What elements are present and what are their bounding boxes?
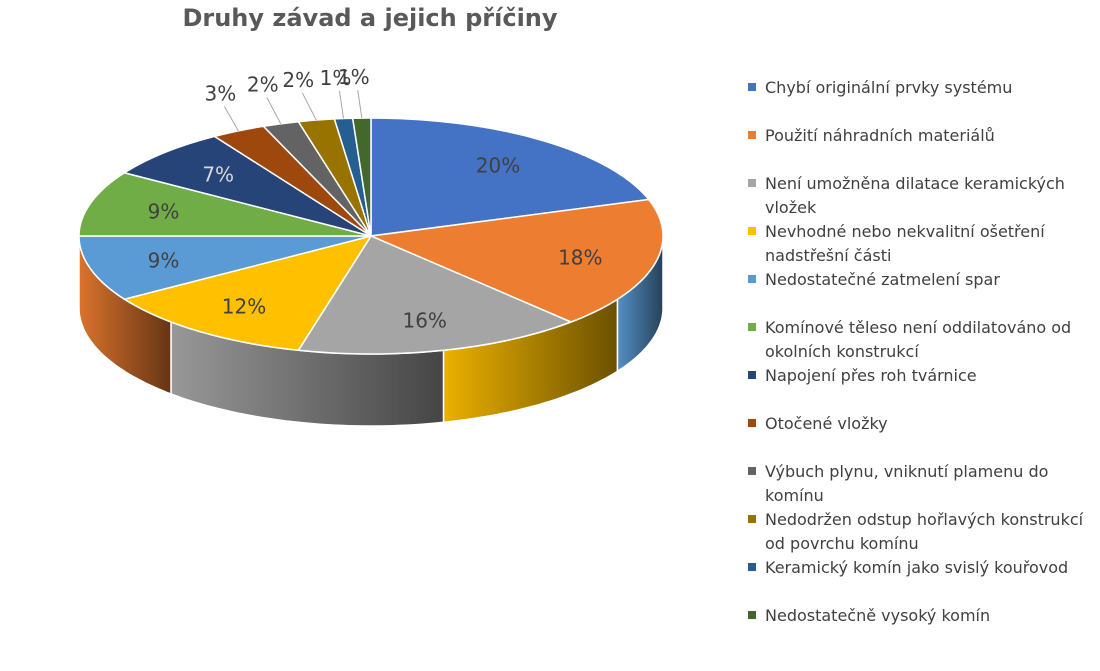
legend-swatch: [748, 131, 756, 139]
pie-top-faces: [78, 117, 664, 355]
pie-slice-2: [297, 235, 573, 355]
legend-label: Chybí originální prvky systému: [765, 78, 1013, 97]
legend-item-0: Chybí originální prvky systému: [748, 76, 1093, 100]
legend-label: Napojení přes roh tvárnice: [765, 366, 977, 385]
leader-line-9: [301, 92, 317, 121]
legend-item-11: Nedostatečně vysoký komín: [748, 604, 1093, 628]
pie-slice-4: [78, 235, 372, 301]
data-label-7: 3%: [205, 82, 237, 106]
legend-swatch: [748, 83, 756, 91]
legend-label: Keramický komín jako svislý kouřovod: [765, 558, 1069, 577]
chart-title: Druhy závad a jejich příčiny: [182, 4, 558, 32]
data-label-4: 9%: [148, 248, 180, 272]
leader-line-11: [357, 90, 363, 119]
legend-swatch: [748, 419, 756, 427]
data-label-5: 9%: [148, 200, 180, 224]
legend-swatch: [748, 611, 756, 619]
legend-swatch: [748, 179, 756, 187]
legend-swatch: [748, 467, 756, 475]
leader-line-7: [223, 106, 239, 132]
legend-item-8: Výbuch plynu, vniknutí plamenu do komínu: [748, 460, 1093, 508]
legend-label: Otočené vložky: [765, 414, 888, 433]
legend-swatch: [748, 515, 756, 523]
leader-lines: [223, 90, 363, 132]
pie-slice-0: [370, 117, 651, 237]
pie-slice-3: [122, 234, 373, 352]
legend-label: Nedodržen odstup hořlavých konstrukcí od…: [765, 510, 1084, 553]
data-labels: 20%18%16%12%9%9%7%3% 2% 2% 1%1%: [148, 65, 603, 332]
legend-item-3: Nevhodné nebo nekvalitní ošetření nadstř…: [748, 220, 1093, 268]
legend-swatch: [748, 323, 756, 331]
data-label-1: 18%: [558, 246, 602, 270]
pie-slice-1: [368, 198, 664, 323]
data-label-0: 20%: [476, 153, 520, 177]
leader-line-10: [339, 90, 344, 119]
legend-swatch: [748, 371, 756, 379]
data-label-9: 2%: [282, 68, 314, 92]
pie-slice-6: [122, 135, 372, 237]
data-label-2: 16%: [402, 309, 446, 333]
legend-item-4: Nedostatečné zatmelení spar: [748, 268, 1093, 292]
legend-label: Nedostatečně vysoký komín: [765, 606, 991, 625]
legend-label: Nedostatečné zatmelení spar: [765, 270, 1000, 289]
data-label-8: 2%: [247, 73, 279, 97]
legend-item-1: Použití náhradních materiálů: [748, 124, 1093, 148]
data-label-3: 12%: [222, 295, 266, 319]
data-label-6: 7%: [202, 162, 234, 186]
leader-line-8: [266, 97, 282, 125]
pie-chart: 20%18%16%12%9%9%7%3% 2% 2% 1%1%: [78, 65, 664, 427]
legend-label: Není umožněna dilatace keramických vlože…: [765, 174, 1065, 217]
legend-item-9: Nedodržen odstup hořlavých konstrukcí od…: [748, 508, 1093, 556]
data-label-10: 1%: [320, 66, 352, 90]
legend-item-7: Otočené vložky: [748, 412, 1093, 436]
legend-label: Výbuch plynu, vniknutí plamenu do komínu: [765, 462, 1049, 505]
legend-item-2: Není umožněna dilatace keramických vlože…: [748, 172, 1093, 220]
legend-item-6: Napojení přes roh tvárnice: [748, 364, 1093, 388]
pie-slice-5: [78, 171, 372, 237]
legend-item-10: Keramický komín jako svislý kouřovod: [748, 556, 1093, 580]
legend-swatch: [748, 563, 756, 571]
legend-label: Použití náhradních materiálů: [765, 126, 995, 145]
data-label-11: 1%: [338, 65, 370, 89]
legend-item-5: Komínové těleso není oddilatováno od oko…: [748, 316, 1093, 364]
legend-label: Nevhodné nebo nekvalitní ošetření nadstř…: [765, 222, 1045, 265]
legend-swatch: [748, 275, 756, 283]
legend-swatch: [748, 227, 756, 235]
legend-label: Komínové těleso není oddilatováno od oko…: [765, 318, 1072, 361]
